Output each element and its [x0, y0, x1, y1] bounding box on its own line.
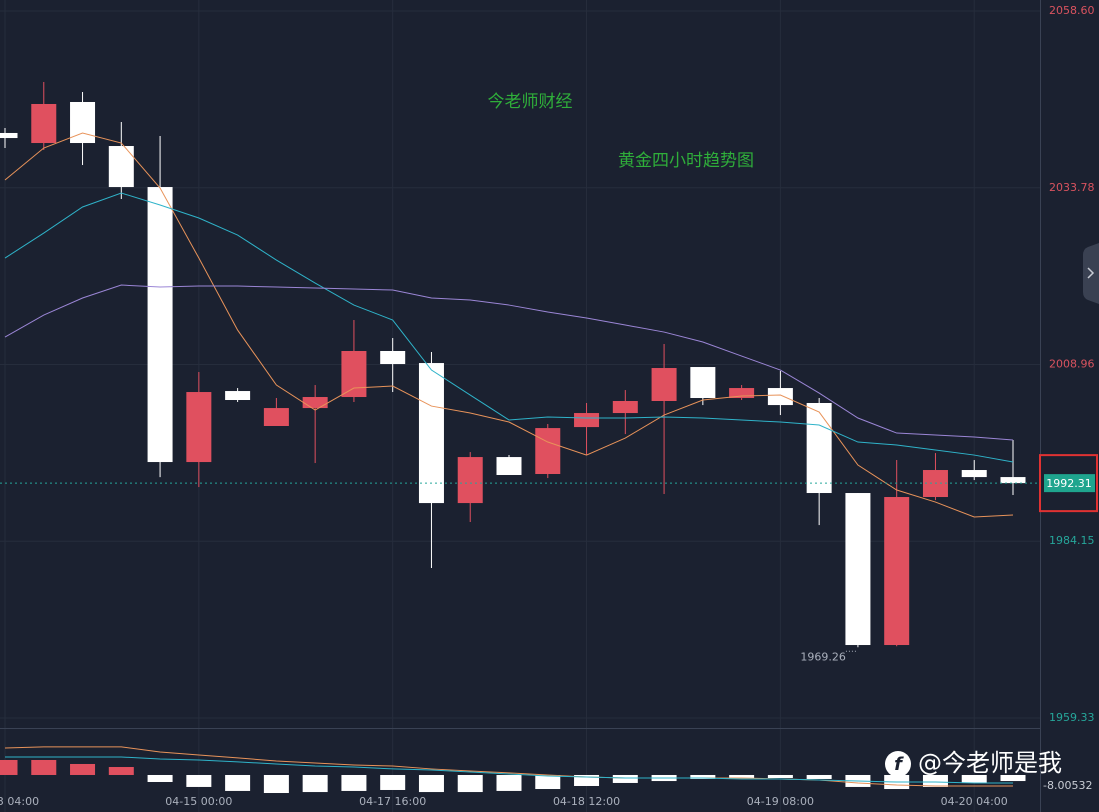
candle-body [457, 457, 483, 504]
x-tick-label: 04-20 04:00 [941, 795, 1008, 808]
x-tick-label: 04-19 08:00 [747, 795, 814, 808]
candle-body [690, 367, 716, 399]
histogram-bar [0, 759, 18, 775]
candle-body [186, 392, 212, 463]
indicator-line [4, 746, 1013, 787]
last-price-highlight [1039, 454, 1098, 513]
x-tick-label: 04-17 16:00 [359, 795, 426, 808]
candle-body [418, 363, 444, 504]
annotation: 今老师财经 [488, 92, 573, 112]
histogram-bar [263, 774, 289, 794]
candle-body [535, 428, 561, 475]
moving-average [4, 284, 1014, 441]
candle-body [1000, 477, 1026, 484]
histogram-bar [729, 774, 755, 779]
candle-body [263, 408, 289, 427]
candle-body [147, 187, 173, 463]
svg-text:f: f [894, 754, 904, 775]
histogram-bar [961, 774, 987, 783]
candle-body [496, 457, 522, 476]
candle-body [729, 388, 755, 399]
histogram-bar [690, 774, 716, 779]
y-tick-label: 2033.78 [1049, 181, 1095, 194]
candle-body [225, 391, 251, 401]
last-price-label: 1992.31 [1046, 477, 1092, 490]
x-tick-label: 3 04:00 [0, 795, 39, 808]
histogram-bar [457, 774, 483, 793]
candle-body [651, 368, 677, 402]
candle-body [574, 413, 600, 428]
histogram-bar [767, 774, 793, 779]
plot: 1969.26 [0, 81, 1040, 794]
histogram-bar [108, 767, 134, 775]
annotation: 黄金四小时趋势图 [618, 151, 754, 171]
histogram-bar [225, 774, 251, 791]
histogram-bar [496, 774, 522, 791]
histogram-bar [418, 774, 444, 793]
histogram-bar [147, 774, 173, 783]
candle-body [806, 402, 832, 494]
y-tick-label: 1959.33 [1049, 711, 1095, 724]
candle-body [845, 493, 871, 646]
y-tick-label: -8.00532 [1043, 779, 1092, 792]
y-tick-label: 1984.15 [1049, 534, 1095, 547]
candle-body [108, 146, 134, 188]
x-tick-label: 04-15 00:00 [165, 795, 232, 808]
candle-body [302, 397, 328, 409]
histogram-bar [806, 774, 832, 779]
histogram-bar [31, 759, 57, 775]
last-price-box [1044, 474, 1095, 493]
low-label: 1969.26 [800, 650, 846, 663]
y-tick-label: 2058.60 [1049, 4, 1095, 17]
candle-body [884, 497, 910, 646]
y-tick-label: 2008.96 [1049, 358, 1095, 371]
moving-average [4, 132, 1014, 518]
candle-body [341, 351, 367, 398]
candle-body [767, 388, 793, 406]
histogram-bar [574, 774, 600, 786]
watermark: f @今老师是我 [885, 749, 1062, 777]
histogram-bar [186, 774, 212, 787]
candle-body [0, 132, 18, 139]
watermark-text: @今老师是我 [918, 749, 1062, 777]
candle-body [612, 401, 638, 414]
histogram-bar [612, 774, 638, 783]
x-tick-label: 04-18 12:00 [553, 795, 620, 808]
histogram-bar [302, 774, 328, 793]
histogram-bar [341, 774, 367, 791]
histogram-bar [380, 774, 406, 790]
side-button[interactable] [1083, 243, 1099, 304]
histogram-bar [1000, 774, 1026, 782]
histogram-bar [70, 763, 96, 775]
histogram-bar [535, 774, 561, 790]
candle-body [961, 470, 987, 478]
histogram-bar [922, 774, 948, 787]
indicator-line [5, 756, 1013, 784]
candle-body [31, 103, 57, 144]
candle-body [380, 351, 406, 365]
moving-average [4, 192, 1014, 463]
